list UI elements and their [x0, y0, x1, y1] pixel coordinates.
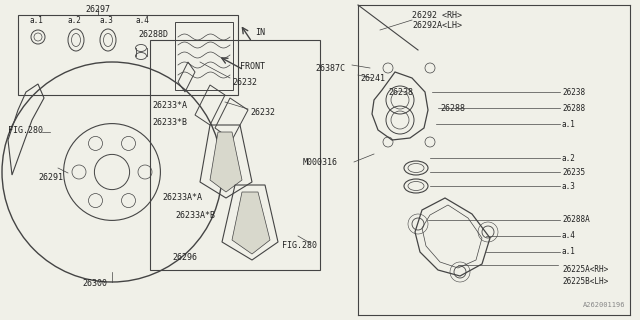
Text: a.3: a.3: [562, 181, 576, 190]
Text: a.2: a.2: [68, 15, 82, 25]
Text: 26292 <RH>: 26292 <RH>: [412, 11, 462, 20]
Text: 26292A<LH>: 26292A<LH>: [412, 20, 462, 29]
Text: 26232: 26232: [250, 108, 275, 116]
Text: 26288: 26288: [440, 103, 465, 113]
Text: 26233A*B: 26233A*B: [175, 211, 215, 220]
Text: IN: IN: [255, 28, 265, 36]
Text: M000316: M000316: [303, 157, 338, 166]
Text: 26238: 26238: [388, 87, 413, 97]
Text: FRONT: FRONT: [240, 61, 265, 70]
Text: A262001196: A262001196: [582, 302, 625, 308]
Text: 26296: 26296: [172, 253, 197, 262]
Polygon shape: [210, 132, 242, 192]
Text: 26241: 26241: [360, 74, 385, 83]
Text: 26233A*A: 26233A*A: [162, 194, 202, 203]
Text: 26387C: 26387C: [315, 63, 345, 73]
Text: 26300: 26300: [82, 279, 107, 289]
Text: a.2: a.2: [562, 154, 576, 163]
Text: a.1: a.1: [562, 247, 576, 257]
Text: a.1: a.1: [30, 15, 44, 25]
Bar: [150, 40, 320, 270]
Text: FIG.280: FIG.280: [8, 125, 43, 134]
Bar: [175, 22, 233, 90]
Text: 26225B<LH>: 26225B<LH>: [562, 277, 608, 286]
Text: FIG.280: FIG.280: [282, 242, 317, 251]
Text: 26297: 26297: [86, 4, 111, 13]
Text: 26288D: 26288D: [138, 29, 168, 38]
Text: 26233*A: 26233*A: [152, 100, 187, 109]
Polygon shape: [232, 192, 270, 254]
Text: 26291: 26291: [38, 172, 63, 181]
Text: 26288: 26288: [562, 103, 585, 113]
Text: a.3: a.3: [100, 15, 114, 25]
Text: a.1: a.1: [562, 119, 576, 129]
Text: 26232: 26232: [232, 77, 257, 86]
Text: 26225A<RH>: 26225A<RH>: [562, 266, 608, 275]
Text: 26288A: 26288A: [562, 215, 589, 225]
Text: a.4: a.4: [562, 231, 576, 241]
Text: 26235: 26235: [562, 167, 585, 177]
Text: a.4: a.4: [135, 15, 149, 25]
Text: 26233*B: 26233*B: [152, 117, 187, 126]
Bar: [18, 15, 238, 95]
Text: 26238: 26238: [562, 87, 585, 97]
